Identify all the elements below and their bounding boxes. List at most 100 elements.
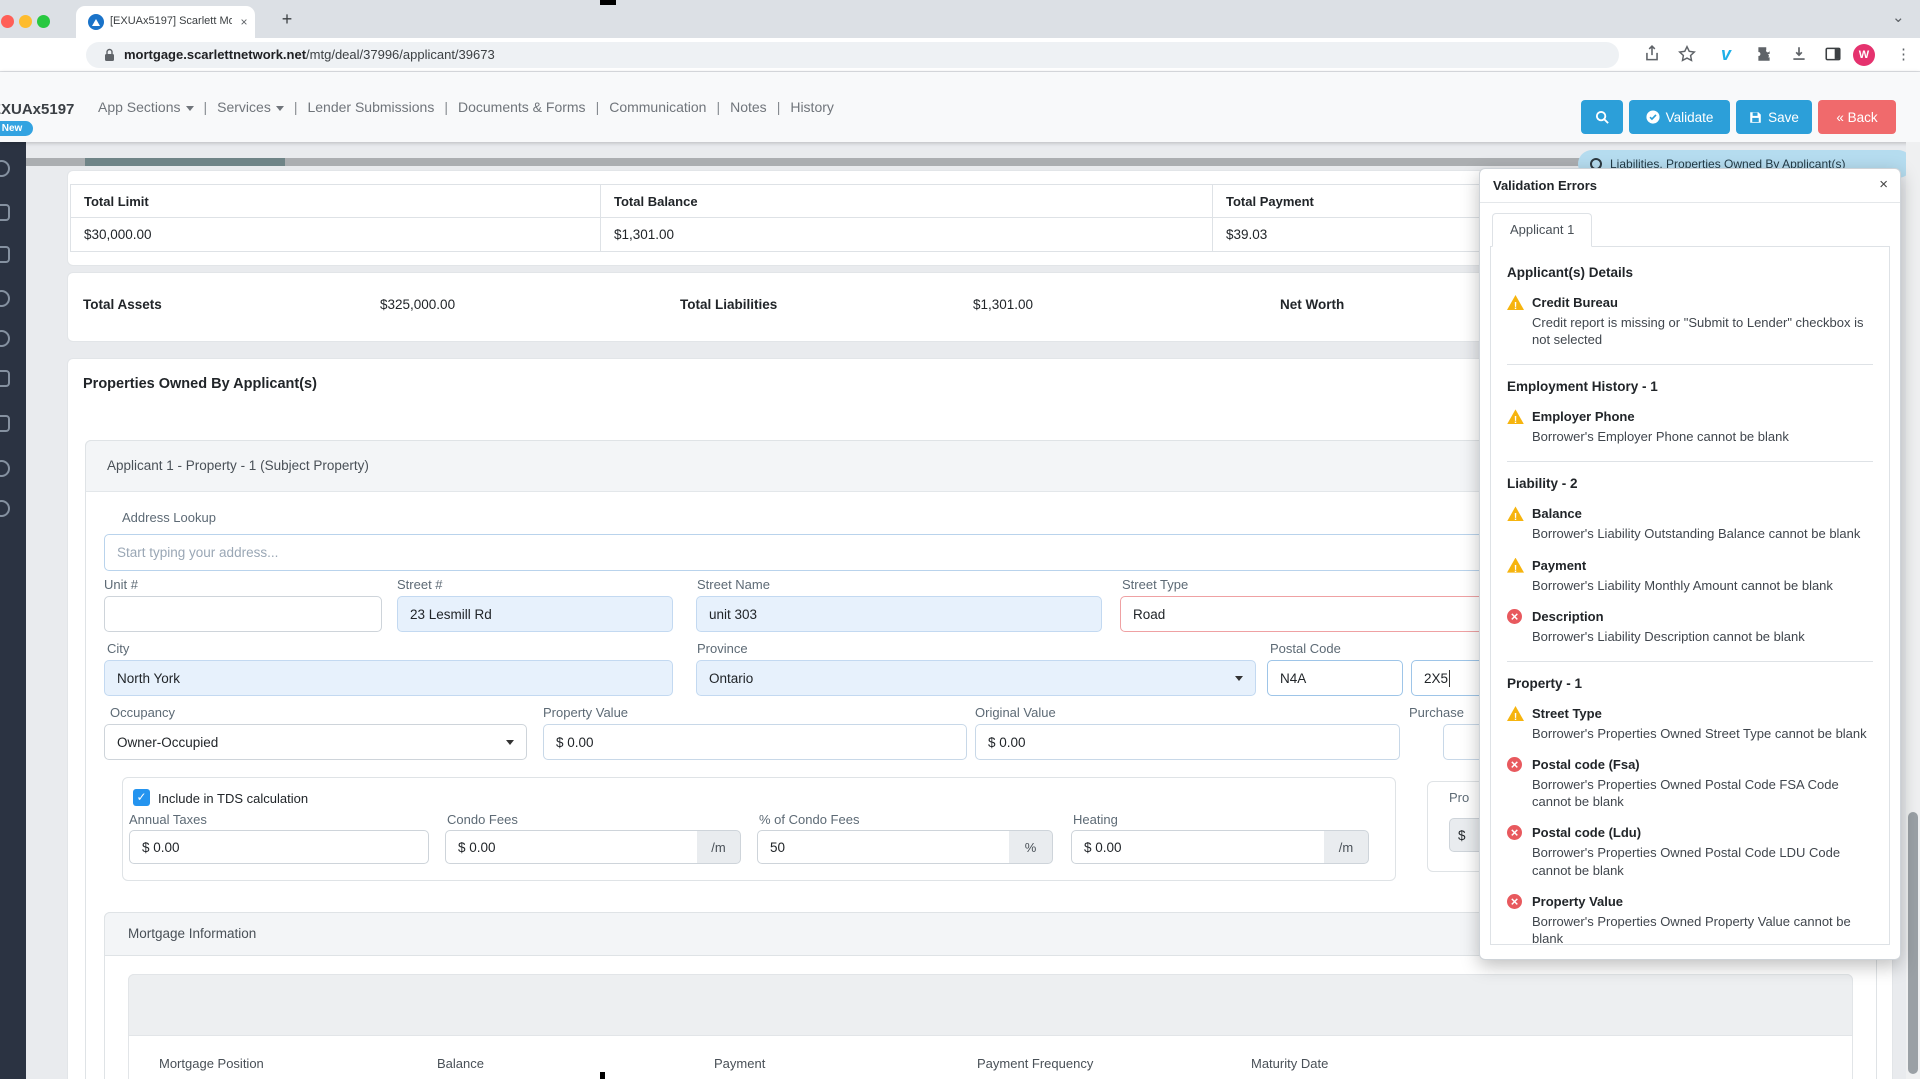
unit-input[interactable]	[104, 596, 382, 632]
nav-notes[interactable]: Notes	[730, 99, 767, 115]
address-lookup-label: Address Lookup	[122, 510, 216, 525]
severity-icon	[1507, 706, 1524, 721]
annual-taxes-label: Annual Taxes	[129, 812, 207, 827]
sidebar-home-icon[interactable]	[0, 204, 10, 221]
total-liabilities-value: $1,301.00	[973, 297, 1033, 312]
street-type-select[interactable]: Road	[1120, 596, 1500, 632]
occupancy-select[interactable]: Owner-Occupied	[104, 724, 527, 760]
lock-icon[interactable]	[103, 48, 116, 67]
horizontal-scrollbar-thumb[interactable]	[85, 158, 285, 166]
postal-fsa-input[interactable]	[1267, 660, 1403, 696]
new-badge: New	[0, 121, 33, 136]
heating-input[interactable]	[1071, 830, 1325, 864]
browser-tab[interactable]: [EXUAx5197] Scarlett Mortgag ×	[76, 6, 255, 38]
pct-condo-fees-input[interactable]	[757, 830, 1010, 864]
search-button[interactable]	[1581, 100, 1623, 134]
pct-condo-fees-suffix: %	[1009, 830, 1053, 864]
annual-taxes-input[interactable]	[129, 830, 429, 864]
total-liabilities-label: Total Liabilities	[680, 297, 777, 312]
divider	[1507, 364, 1873, 365]
extensions-puzzle-icon[interactable]	[1755, 45, 1775, 65]
sidebar-card-icon[interactable]	[0, 246, 10, 263]
street-name-input[interactable]	[696, 596, 1102, 632]
share-icon[interactable]	[1643, 45, 1663, 65]
group-heading: Liability - 2	[1507, 476, 1873, 491]
sidebar-gear-icon[interactable]	[0, 460, 10, 477]
vimeo-extension-icon[interactable]: v	[1721, 44, 1731, 65]
sidebar-share-icon[interactable]	[0, 290, 10, 307]
validation-item: Balance Borrower's Liability Outstanding…	[1507, 505, 1873, 542]
validation-item: Postal code (Ldu) Borrower's Properties …	[1507, 824, 1873, 878]
street-number-input[interactable]	[397, 596, 673, 632]
province-label: Province	[697, 641, 748, 656]
chevron-down-icon	[276, 106, 284, 111]
validate-button[interactable]: Validate	[1629, 100, 1730, 134]
sidebar-user-icon[interactable]	[0, 160, 10, 177]
tds-checkbox[interactable]: ✓	[133, 789, 150, 806]
traffic-light-maximize[interactable]	[37, 15, 50, 28]
original-value-input[interactable]	[975, 724, 1400, 760]
nav-communication[interactable]: Communication	[609, 99, 706, 115]
sidebar-chart-icon[interactable]	[0, 415, 10, 432]
validation-item: Description Borrower's Liability Descrip…	[1507, 608, 1873, 645]
traffic-light-minimize[interactable]	[19, 15, 32, 28]
sidebar-document-icon[interactable]	[0, 370, 10, 387]
severity-icon	[1507, 409, 1524, 424]
mortgage-col-position: Mortgage Position	[159, 1056, 264, 1071]
heating-suffix: /m	[1324, 830, 1369, 864]
occupancy-label: Occupancy	[110, 705, 175, 720]
close-icon[interactable]: ×	[1879, 176, 1888, 193]
mortgage-col-frequency: Payment Frequency	[977, 1056, 1093, 1071]
sidebar-history-icon[interactable]	[0, 330, 10, 347]
bookmark-star-icon[interactable]	[1678, 45, 1698, 65]
purchase-label: Purchase	[1409, 705, 1464, 720]
severity-icon	[1507, 757, 1522, 772]
vertical-scrollbar-thumb[interactable]	[1908, 812, 1918, 1074]
screen: [EXUAx5197] Scarlett Mortgag × + ⌄ ← → m…	[0, 0, 1920, 1079]
condo-fees-input[interactable]	[445, 830, 698, 864]
postal-code-label: Postal Code	[1270, 641, 1341, 656]
validation-item: Credit Bureau Credit report is missing o…	[1507, 294, 1873, 348]
province-select[interactable]: Ontario	[696, 660, 1256, 696]
back-button[interactable]: « Back	[1818, 100, 1896, 134]
sidebar-power-icon[interactable]	[0, 500, 10, 517]
check-circle-icon	[1646, 110, 1660, 124]
side-panel-icon[interactable]	[1824, 45, 1844, 65]
tab-search-chevron-icon[interactable]: ⌄	[1892, 8, 1905, 26]
validation-item: Postal code (Fsa) Borrower's Properties …	[1507, 756, 1873, 810]
nav-lender-submissions[interactable]: Lender Submissions	[307, 99, 434, 115]
severity-icon	[1507, 506, 1524, 521]
net-worth-label: Net Worth	[1280, 297, 1344, 312]
save-button[interactable]: Save	[1736, 100, 1812, 134]
traffic-light-close[interactable]	[1, 15, 14, 28]
tab-title: [EXUAx5197] Scarlett Mortgag	[110, 15, 232, 30]
nav-documents-forms[interactable]: Documents & Forms	[458, 99, 586, 115]
tab-applicant-1[interactable]: Applicant 1	[1492, 213, 1592, 247]
group-heading: Employment History - 1	[1507, 379, 1873, 394]
brand-label: EXUAx5197	[0, 101, 74, 118]
profile-avatar[interactable]: W	[1853, 44, 1875, 66]
nav-history[interactable]: History	[790, 99, 834, 115]
severity-icon	[1507, 609, 1522, 624]
severity-icon	[1507, 558, 1524, 573]
heating-label: Heating	[1073, 812, 1118, 827]
severity-icon	[1507, 894, 1522, 909]
mortgage-col-payment: Payment	[714, 1056, 765, 1071]
text-cursor	[1449, 670, 1450, 687]
new-tab-button[interactable]: +	[276, 8, 298, 30]
properties-section-title: Properties Owned By Applicant(s)	[83, 376, 317, 392]
chrome-menu-icon[interactable]: ⋮	[1896, 45, 1911, 63]
severity-icon	[1507, 825, 1522, 840]
unit-label: Unit #	[104, 577, 138, 592]
site-favicon-icon	[88, 14, 104, 30]
url-domain: mortgage.scarlettnetwork.net	[124, 47, 306, 62]
download-icon[interactable]	[1790, 45, 1810, 65]
divider	[1507, 461, 1873, 462]
nav-services[interactable]: Services	[217, 99, 284, 115]
property-value-input[interactable]	[543, 724, 967, 760]
city-input[interactable]	[104, 660, 673, 696]
total-limit-value: $30,000.00	[71, 218, 601, 251]
tab-close-icon[interactable]: ×	[236, 14, 252, 30]
divider	[1507, 661, 1873, 662]
nav-app-sections[interactable]: App Sections	[98, 99, 194, 115]
